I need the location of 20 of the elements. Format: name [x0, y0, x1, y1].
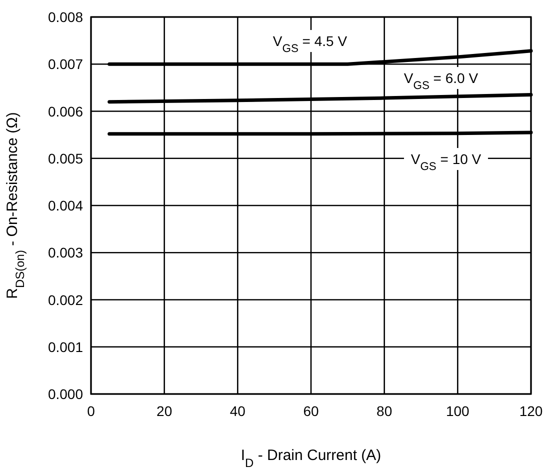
x-tick-label: 100	[446, 403, 470, 419]
y-tick-label: 0.003	[48, 244, 84, 261]
y-tick-label: 0.001	[48, 338, 84, 355]
x-tick-label: 0	[87, 403, 96, 419]
y-tick-label: 0.005	[48, 150, 84, 166]
x-tick-label: 80	[376, 403, 392, 419]
x-tick-label: 120	[519, 403, 543, 419]
x-axis-title: I$_{D}$ - Drain Current (A)	[240, 447, 382, 470]
annotation: V$_{GS}$ = 6.0 V	[404, 70, 479, 92]
y-tick-label: 0.000	[48, 386, 84, 402]
annotation: V$_{GS}$ = 10 V	[410, 151, 482, 173]
annotation: V$_{GS}$ = 4.5 V	[272, 33, 348, 55]
y-tick-label: 0.008	[48, 9, 84, 25]
x-tick-label: 60	[303, 403, 319, 419]
x-tick-label: 20	[156, 403, 172, 419]
y-tick-label: 0.006	[48, 103, 84, 120]
y-tick-label: 0.004	[48, 198, 84, 214]
x-tick-label: 40	[230, 403, 246, 419]
y-tick-label: 0.002	[48, 292, 84, 308]
y-tick-label: 0.007	[48, 56, 84, 72]
